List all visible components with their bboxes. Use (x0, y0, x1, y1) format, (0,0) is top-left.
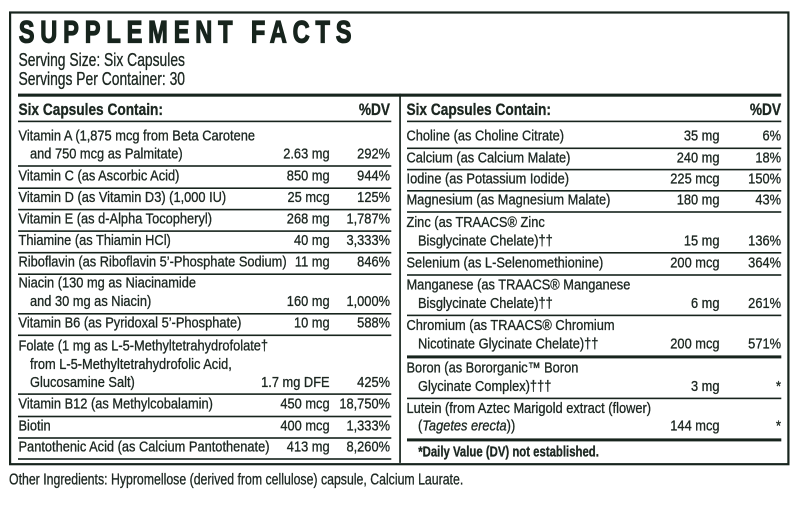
svg-text:6 mg: 6 mg (691, 295, 720, 311)
svg-text:2.63 mg: 2.63 mg (283, 146, 329, 162)
svg-text:1.7 mg DFE: 1.7 mg DFE (261, 374, 329, 390)
svg-text:*: * (776, 378, 782, 394)
svg-text:Biotin: Biotin (19, 418, 51, 434)
svg-text:200 mcg: 200 mcg (670, 255, 719, 271)
svg-text:%DV: %DV (750, 101, 782, 120)
svg-text:364%: 364% (748, 255, 781, 271)
svg-text:6%: 6% (762, 128, 781, 144)
svg-text:from L-5-Methyltetrahydrofolic: from L-5-Methyltetrahydrofolic Acid, (30, 356, 232, 372)
svg-text:43%: 43% (755, 192, 781, 208)
svg-text:Vitamin B6 (as Pyridoxal 5’-Ph: Vitamin B6 (as Pyridoxal 5’-Phosphate) (19, 315, 242, 331)
svg-text:Bisglycinate Chelate)††: Bisglycinate Chelate)†† (418, 295, 553, 311)
svg-text:413 mg: 413 mg (287, 439, 330, 455)
svg-text:Folate (1 mg as L-5-Methyltetr: Folate (1 mg as L-5-Methyltetrahydrofola… (19, 338, 269, 354)
svg-text:15 mg: 15 mg (684, 233, 720, 249)
svg-text:Nicotinate Glycinate Chelate)†: Nicotinate Glycinate Chelate)†† (418, 336, 598, 352)
svg-text:Chromium (as TRAACS® Chromium: Chromium (as TRAACS® Chromium (407, 317, 615, 333)
svg-text:180 mg: 180 mg (677, 192, 720, 208)
svg-text:Magnesium (as Magnesium Malate: Magnesium (as Magnesium Malate) (407, 192, 611, 208)
svg-text:and 750 mcg as Palmitate): and 750 mcg as Palmitate) (30, 146, 183, 162)
svg-text:SUPPLEMENT FACTS: SUPPLEMENT FACTS (19, 14, 358, 49)
svg-text:1,787%: 1,787% (346, 211, 390, 227)
svg-text:1,000%: 1,000% (346, 293, 390, 309)
svg-text:Vitamin A (1,875 mcg from Beta: Vitamin A (1,875 mcg from Beta Carotene (19, 128, 256, 144)
svg-text:Manganese (as TRAACS® Manganes: Manganese (as TRAACS® Manganese (407, 277, 631, 293)
svg-text:450 mcg: 450 mcg (280, 396, 329, 412)
svg-text:125%: 125% (357, 189, 390, 205)
svg-text:(Tagetes erecta)): (Tagetes erecta)) (418, 418, 515, 434)
svg-text:Other Ingredients: Hypromellos: Other Ingredients: Hypromellose (derived… (9, 471, 463, 489)
svg-text:*: * (776, 418, 782, 434)
svg-text:25 mcg: 25 mcg (288, 189, 330, 205)
svg-text:Six Capsules Contain:: Six Capsules Contain: (19, 101, 163, 120)
svg-text:425%: 425% (357, 374, 390, 390)
svg-text:1,333%: 1,333% (346, 418, 390, 434)
svg-text:160 mg: 160 mg (287, 293, 330, 309)
svg-text:Serving Size: Six Capsules: Serving Size: Six Capsules (19, 50, 185, 70)
svg-text:and 30 mg as Niacin): and 30 mg as Niacin) (30, 293, 151, 309)
svg-text:Boron (as Bororganic™ Boron: Boron (as Bororganic™ Boron (407, 360, 579, 376)
svg-text:Glucosamine Salt): Glucosamine Salt) (30, 374, 135, 390)
svg-text:150%: 150% (748, 171, 781, 187)
svg-text:35 mg: 35 mg (684, 128, 720, 144)
svg-text:Pantothenic Acid (as Calcium P: Pantothenic Acid (as Calcium Pantothenat… (19, 439, 270, 455)
svg-text:10 mg: 10 mg (294, 315, 330, 331)
svg-text:Servings Per Container: 30: Servings Per Container: 30 (19, 69, 186, 89)
svg-text:3,333%: 3,333% (346, 232, 390, 248)
svg-text:8,260%: 8,260% (346, 439, 390, 455)
svg-text:Vitamin C (as Ascorbic Acid): Vitamin C (as Ascorbic Acid) (19, 168, 180, 184)
svg-text:225 mcg: 225 mcg (670, 171, 719, 187)
svg-text:%DV: %DV (359, 101, 391, 120)
svg-text:240 mg: 240 mg (677, 150, 720, 166)
svg-text:Bisglycinate Chelate)††: Bisglycinate Chelate)†† (418, 233, 553, 249)
svg-text:944%: 944% (357, 168, 390, 184)
svg-text:11 mg: 11 mg (295, 254, 330, 270)
svg-text:571%: 571% (748, 336, 781, 352)
svg-text:400 mcg: 400 mcg (280, 418, 329, 434)
svg-text:200 mcg: 200 mcg (670, 336, 719, 352)
svg-text:Calcium (as Calcium Malate): Calcium (as Calcium Malate) (407, 150, 571, 166)
svg-text:*Daily Value (DV) not establis: *Daily Value (DV) not established. (418, 443, 599, 460)
svg-text:136%: 136% (748, 233, 781, 249)
svg-text:3 mg: 3 mg (691, 378, 720, 394)
svg-text:Vitamin D (as Vitamin D3) (1,0: Vitamin D (as Vitamin D3) (1,000 IU) (19, 189, 227, 205)
svg-text:144 mcg: 144 mcg (670, 418, 719, 434)
svg-text:850 mg: 850 mg (287, 168, 330, 184)
svg-text:Glycinate Complex)†††: Glycinate Complex)††† (418, 378, 551, 394)
svg-text:40 mg: 40 mg (294, 232, 330, 248)
svg-text:Thiamine (as Thiamin HCl): Thiamine (as Thiamin HCl) (19, 232, 171, 248)
svg-text:Six Capsules Contain:: Six Capsules Contain: (407, 101, 551, 120)
svg-text:268 mg: 268 mg (287, 211, 330, 227)
svg-text:846%: 846% (357, 254, 390, 270)
svg-text:Riboflavin (as Riboflavin 5’-P: Riboflavin (as Riboflavin 5’-Phosphate S… (19, 254, 287, 270)
svg-text:292%: 292% (357, 146, 390, 162)
svg-text:261%: 261% (748, 295, 781, 311)
svg-text:Iodine (as Potassium Iodide): Iodine (as Potassium Iodide) (407, 171, 570, 187)
svg-text:Selenium (as L-Selenomethionin: Selenium (as L-Selenomethionine) (407, 255, 604, 271)
svg-text:18,750%: 18,750% (339, 396, 390, 412)
svg-text:Lutein (from Aztec Marigold ex: Lutein (from Aztec Marigold extract (flo… (407, 400, 652, 416)
svg-text:Niacin (130 mg as Niacinamide: Niacin (130 mg as Niacinamide (19, 275, 197, 291)
svg-text:Choline (as Choline Citrate): Choline (as Choline Citrate) (407, 128, 565, 144)
svg-text:Vitamin E (as d-Alpha Tocopher: Vitamin E (as d-Alpha Tocopheryl) (19, 211, 212, 227)
svg-text:Vitamin B12 (as Methylcobalami: Vitamin B12 (as Methylcobalamin) (19, 396, 213, 412)
svg-text:588%: 588% (357, 315, 390, 331)
svg-text:Zinc (as TRAACS® Zinc: Zinc (as TRAACS® Zinc (407, 214, 545, 230)
svg-text:18%: 18% (755, 150, 781, 166)
